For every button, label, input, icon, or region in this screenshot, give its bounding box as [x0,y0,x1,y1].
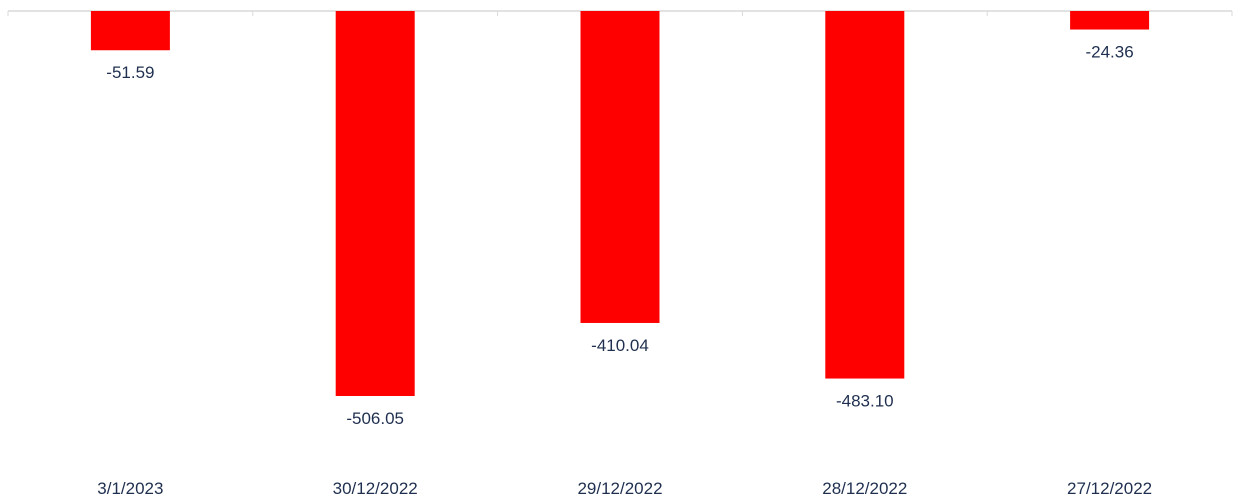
bar [825,11,905,379]
data-label: -410.04 [591,336,649,355]
category-label: 28/12/2022 [822,479,907,498]
category-label: 3/1/2023 [97,479,163,498]
data-label: -483.10 [836,392,894,411]
bar [580,11,660,323]
data-label: -51.59 [106,63,154,82]
bar [335,11,415,396]
category-label: 27/12/2022 [1067,479,1152,498]
category-label: 29/12/2022 [577,479,662,498]
bar [1070,11,1150,30]
data-label: -506.05 [346,409,404,428]
category-labels: 3/1/2023 30/12/2022 29/12/2022 28/12/2022 27… [97,479,1152,498]
bars [90,11,1150,396]
data-labels: -51.59 -506.05 -410.04 -483.10 -24.36 [106,43,1133,428]
data-label: -24.36 [1085,43,1133,62]
category-label: 30/12/2022 [333,479,418,498]
bar [90,11,170,51]
axis-ticks [7,11,1233,16]
